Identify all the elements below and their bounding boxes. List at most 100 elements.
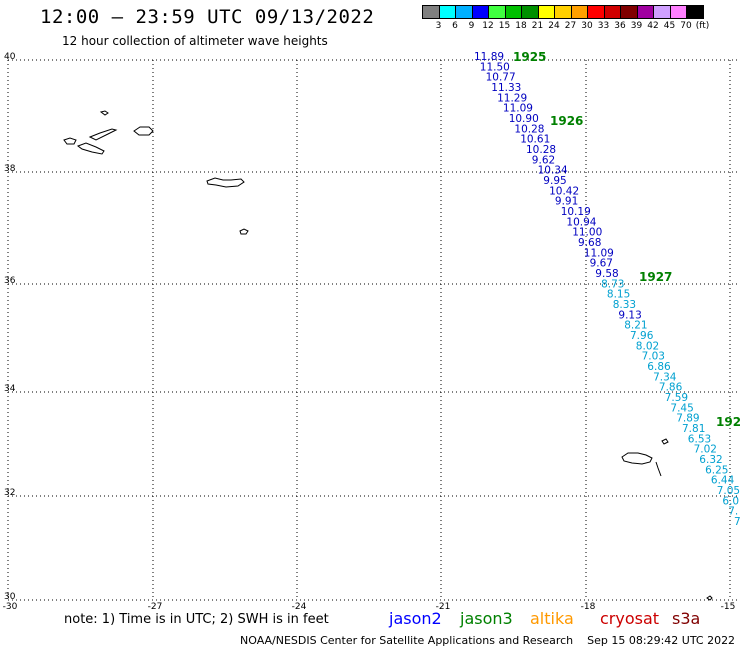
satellite-legend-jason3: jason3 [460,609,513,628]
swh-value: 7.02 [694,444,717,456]
footer-credit: NOAA/NESDIS Center for Satellite Applica… [240,634,574,647]
colorbar [422,5,704,19]
colorbar-label: (ft) [695,21,710,31]
satellite-legend-jason2: jason2 [389,609,442,628]
longitude-label: -15 [720,602,736,612]
map-title: 12:00 – 23:59 UTC 09/13/2022 [40,6,375,28]
swh-value: 7.03 [642,351,665,363]
swh-value: 7.89 [676,413,699,425]
longitude-label: -18 [580,602,596,612]
longitude-label: -27 [147,602,163,612]
swh-value: 9.62 [532,154,555,166]
island-faial [63,137,77,145]
swh-value: 6.44 [711,475,735,487]
swh-value: 8.73 [601,278,624,290]
swh-value: 6.25 [705,464,728,476]
units-note: note: 1) Time is in UTC; 2) SWH is in fe… [64,612,329,627]
colorbar-label: 27 [564,21,577,31]
island-madeira [621,452,653,465]
swh-value: 10.77 [486,72,516,84]
swh-value: 9.13 [618,309,641,321]
wave-height-track: 11.8911.5010.7711.3311.2911.0910.9010.28… [474,51,740,528]
swh-value: 11.50 [480,61,510,73]
swh-value: 7.86 [659,382,683,394]
swh-value: 10.28 [514,123,544,135]
swh-value: 6.32 [699,454,722,466]
swh-value: 7. [728,506,738,518]
swh-value: 7. [734,516,740,528]
swh-value: 10.34 [538,165,568,177]
swh-value: 11.09 [503,103,533,115]
island-selvagens [706,595,713,601]
satellite-legend-s3a: s3a [672,609,701,628]
island-porto-santo [661,438,669,445]
swh-value: 11.29 [497,92,527,104]
latitude-label: 36 [4,276,16,286]
island-sao-jorge [88,128,118,141]
swh-value: 9.91 [555,196,578,208]
swh-value: 6.86 [647,361,671,373]
swh-value: 8.15 [607,289,630,301]
island-desertas [655,461,662,477]
swh-value: 11.00 [572,227,602,239]
colorbar-label: 18 [515,21,527,31]
footer-timestamp: Sep 15 08:29:42 UTC 2022 [587,634,736,647]
swh-value: 9.95 [543,175,566,187]
island-flores [99,110,109,116]
pass-number-label: 1925 [513,50,546,64]
swh-value: 10.19 [561,206,591,218]
island-pico [76,142,105,155]
swh-value: 11.89 [474,51,504,63]
footer: NOAA/NESDIS Center for Satellite Applica… [240,634,735,647]
latitude-label: 30 [4,592,16,602]
longitude-label: -24 [291,602,307,612]
swh-value: 6.53 [688,433,711,445]
swh-value: 7.96 [630,330,654,342]
swh-value: 10.28 [526,144,556,156]
swh-value: 6.0 [722,495,739,507]
pass-number-label: 192 [716,415,740,429]
colorbar-label: 42 [647,21,659,31]
satellite-legend-cryosat: cryosat [600,609,660,628]
map-subtitle: 12 hour collection of altimeter wave hei… [62,34,328,48]
swh-value: 8.02 [636,340,659,352]
latitude-label: 40 [4,52,16,62]
swh-value: 7.34 [653,371,677,383]
colorbar-label: 70 [680,21,692,31]
colorbar-swatch [686,5,704,19]
swh-value: 10.90 [509,113,539,125]
colorbar-label: 33 [597,21,610,31]
coastlines [63,110,713,601]
swh-value: 11.09 [584,247,614,259]
swh-value: 11.33 [491,82,521,94]
colorbar-label: 36 [614,21,626,31]
colorbar-label: 12 [482,21,494,31]
colorbar-label: 9 [468,21,475,31]
swh-value: 10.94 [566,216,596,228]
colorbar-label: 30 [581,21,593,31]
swh-value: 7.05 [717,485,740,497]
island-santa-maria [239,228,249,235]
island-terceira [133,126,154,136]
colorbar-label: 3 [435,21,442,31]
colorbar-label: 24 [548,21,560,31]
satellite-legend-altika: altika [530,609,574,628]
swh-value: 9.58 [595,268,618,280]
swh-value: 8.21 [624,320,647,332]
colorbar-label: 39 [630,21,643,31]
colorbar-label: 45 [663,21,676,31]
swh-value: 10.42 [549,185,579,197]
swh-value: 9.67 [590,258,613,270]
colorbar-label: 6 [452,21,458,31]
pass-number-label: 1926 [550,114,583,128]
island-sao-miguel [206,177,245,188]
latitude-label: 34 [4,384,16,394]
swh-value: 7.81 [682,423,705,435]
pass-labels: 1925 1926 1927 192 [513,50,740,429]
swh-value: 8.33 [613,299,636,311]
swh-value: 10.61 [520,134,550,146]
swh-value: 7.45 [670,402,693,414]
longitude-label: -30 [2,602,18,612]
latitude-label: 32 [4,488,16,498]
